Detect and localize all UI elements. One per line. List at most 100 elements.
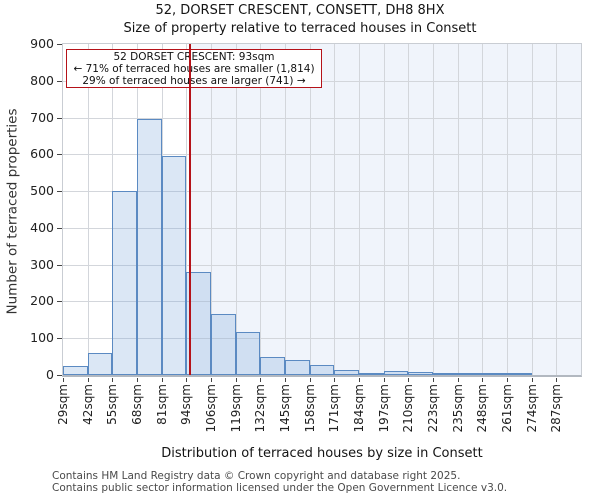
- gridline-vertical: [482, 44, 484, 375]
- x-tick-mark: [556, 378, 558, 382]
- gridline-horizontal: [63, 154, 581, 156]
- gridline-horizontal: [63, 338, 581, 340]
- x-tick-mark: [161, 378, 163, 382]
- x-tick-mark: [482, 378, 484, 382]
- x-tick-label: 94sqm: [179, 384, 194, 425]
- histogram-bar: [235, 331, 261, 375]
- property-annotation-box: 52 DORSET CRESCENT: 93sqm ← 71% of terra…: [66, 49, 322, 88]
- histogram-bar: [383, 371, 409, 375]
- x-tick-mark: [211, 378, 212, 382]
- gridline-vertical: [309, 44, 311, 375]
- y-tick-label: 300: [30, 256, 54, 272]
- histogram-bar: [482, 373, 507, 375]
- footer-line-2: Contains public sector information licen…: [52, 482, 508, 495]
- x-tick-mark: [507, 378, 508, 382]
- gridline-vertical: [211, 44, 212, 375]
- annotation-line-2: ← 71% of terraced houses are smaller (1,…: [73, 63, 315, 76]
- x-tick-label: 261sqm: [500, 384, 514, 433]
- y-tick-mark: [57, 44, 62, 45]
- gridline-horizontal: [63, 227, 581, 229]
- histogram-bar: [112, 191, 137, 375]
- x-tick-label: 132sqm: [253, 384, 268, 433]
- larger-properties-shade-region: [188, 44, 581, 375]
- x-tick-label: 274sqm: [524, 384, 539, 433]
- histogram-bar: [507, 373, 532, 375]
- x-tick-mark: [531, 378, 533, 382]
- y-tick-label: 800: [30, 72, 54, 88]
- footer-line-1: Contains HM Land Registry data © Crown c…: [52, 470, 461, 482]
- x-tick-label: 55sqm: [105, 384, 120, 425]
- gridline-horizontal: [63, 80, 581, 82]
- y-tick-mark: [57, 301, 62, 303]
- x-tick-label: 158sqm: [302, 384, 317, 433]
- gridline-vertical: [260, 44, 262, 375]
- property-size-marker-line: [188, 44, 191, 375]
- y-tick-mark: [57, 80, 62, 82]
- x-tick-mark: [235, 378, 237, 382]
- x-tick-mark: [408, 378, 410, 382]
- y-tick-label: 400: [30, 219, 54, 235]
- plot-area: [62, 43, 582, 377]
- y-tick-mark: [57, 227, 62, 229]
- page-subtitle: Size of property relative to terraced ho…: [123, 21, 477, 36]
- gridline-vertical: [235, 44, 237, 375]
- x-tick-mark: [334, 378, 336, 382]
- x-tick-label: 184sqm: [352, 384, 366, 433]
- y-tick-mark: [57, 264, 62, 266]
- gridline-horizontal: [63, 264, 581, 266]
- gridline-horizontal: [63, 117, 581, 119]
- x-tick-label: 235sqm: [450, 384, 465, 433]
- x-axis-label: Distribution of terraced houses by size …: [161, 446, 483, 461]
- copyright-footer: Contains HM Land Registry data © Crown c…: [52, 470, 507, 495]
- x-tick-label: 119sqm: [228, 384, 243, 433]
- y-tick-mark: [57, 117, 62, 119]
- histogram-bar: [457, 373, 483, 375]
- gridline-vertical: [531, 44, 533, 375]
- gridline-vertical: [334, 44, 336, 375]
- x-tick-mark: [309, 378, 311, 382]
- x-tick-mark: [186, 378, 188, 382]
- histogram-bar: [309, 365, 335, 375]
- gridline-vertical: [87, 44, 89, 375]
- histogram-bar: [260, 357, 285, 375]
- x-tick-label: 68sqm: [130, 384, 144, 425]
- x-tick-label: 287sqm: [549, 384, 564, 433]
- y-tick-mark: [57, 191, 62, 193]
- x-tick-mark: [433, 378, 434, 382]
- x-tick-mark: [137, 378, 138, 382]
- x-tick-label: 223sqm: [426, 384, 440, 433]
- gridline-horizontal: [63, 191, 581, 193]
- histogram-bar: [87, 352, 113, 375]
- y-tick-mark: [57, 338, 62, 340]
- histogram-bar: [359, 372, 384, 375]
- x-tick-mark: [383, 378, 385, 382]
- x-tick-label: 106sqm: [204, 384, 218, 433]
- annotation-line-3: 29% of terraced houses are larger (741) …: [82, 75, 306, 88]
- y-tick-mark: [57, 375, 62, 376]
- gridline-vertical: [433, 44, 434, 375]
- histogram-bar: [433, 373, 458, 375]
- x-tick-mark: [112, 378, 114, 382]
- x-tick-label: 210sqm: [401, 384, 416, 433]
- gridline-vertical: [408, 44, 410, 375]
- x-tick-mark: [63, 378, 64, 382]
- y-tick-label: 500: [30, 183, 54, 199]
- gridline-vertical: [285, 44, 286, 375]
- y-tick-label: 900: [30, 36, 54, 51]
- gridline-vertical: [186, 44, 188, 375]
- gridline-vertical: [457, 44, 459, 375]
- gridline-horizontal: [63, 301, 581, 303]
- y-tick-mark: [57, 154, 62, 156]
- x-tick-mark: [260, 378, 262, 382]
- x-tick-mark: [285, 378, 286, 382]
- x-tick-mark: [87, 378, 89, 382]
- x-tick-label: 29sqm: [56, 384, 70, 425]
- histogram-bar: [285, 360, 310, 375]
- x-tick-label: 145sqm: [278, 384, 292, 433]
- x-tick-mark: [359, 378, 360, 382]
- gridline-vertical: [556, 44, 558, 375]
- y-tick-label: 200: [30, 293, 54, 309]
- histogram-bar: [334, 369, 359, 375]
- x-tick-label: 171sqm: [327, 384, 342, 433]
